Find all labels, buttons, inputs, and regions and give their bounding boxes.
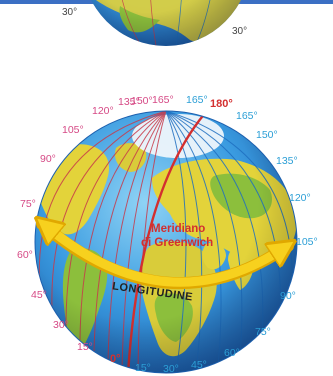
label-0: 0° xyxy=(110,353,121,365)
top-globe-label-right: 30° xyxy=(232,26,247,37)
label-east-60: 60° xyxy=(224,347,240,359)
label-west-135: 135° xyxy=(118,96,140,108)
label-east-30: 30° xyxy=(163,363,179,375)
label-east-90: 90° xyxy=(280,290,296,302)
label-west-90: 90° xyxy=(40,153,56,165)
meridian-name-line2: di Greenwich xyxy=(141,237,213,249)
label-east-135: 135° xyxy=(276,155,298,167)
top-globe: 30° 30° xyxy=(62,0,247,46)
top-globe-label-left: 30° xyxy=(62,7,77,18)
label-east-15: 15° xyxy=(135,362,151,374)
label-west-15: 15° xyxy=(77,341,93,353)
label-west-75: 75° xyxy=(20,198,36,210)
label-east-120: 120° xyxy=(289,192,311,204)
label-east-165: 165° xyxy=(186,94,208,106)
label-east-75: 75° xyxy=(255,326,271,338)
label-west-150: 150° xyxy=(131,95,153,107)
label-west-45: 45° xyxy=(31,289,47,301)
label-west-30: 30° xyxy=(53,319,69,331)
label-east-150: 150° xyxy=(256,129,278,141)
label-east-45: 45° xyxy=(191,359,207,371)
main-globe: 165° 150° 135° 120° 105° 90° 75° 60° 45°… xyxy=(17,94,318,375)
longitude-arrow-fill xyxy=(46,226,284,287)
label-180: 180° xyxy=(210,98,233,110)
label-west-120: 120° xyxy=(92,105,114,117)
label-west-60: 60° xyxy=(17,249,33,261)
meridian-name-line1: Meridiano xyxy=(151,223,205,235)
label-east-165b: 165° xyxy=(236,110,258,122)
label-west-165: 165° xyxy=(152,94,174,106)
west-degree-labels: 165° 150° 135° 120° 105° 90° 75° 60° 45°… xyxy=(17,94,174,353)
label-west-105: 105° xyxy=(62,124,84,136)
label-east-105: 105° xyxy=(296,236,318,248)
east-degree-labels: 165° 165° 150° 135° 120° 105° 90° 75° 60… xyxy=(135,94,318,375)
